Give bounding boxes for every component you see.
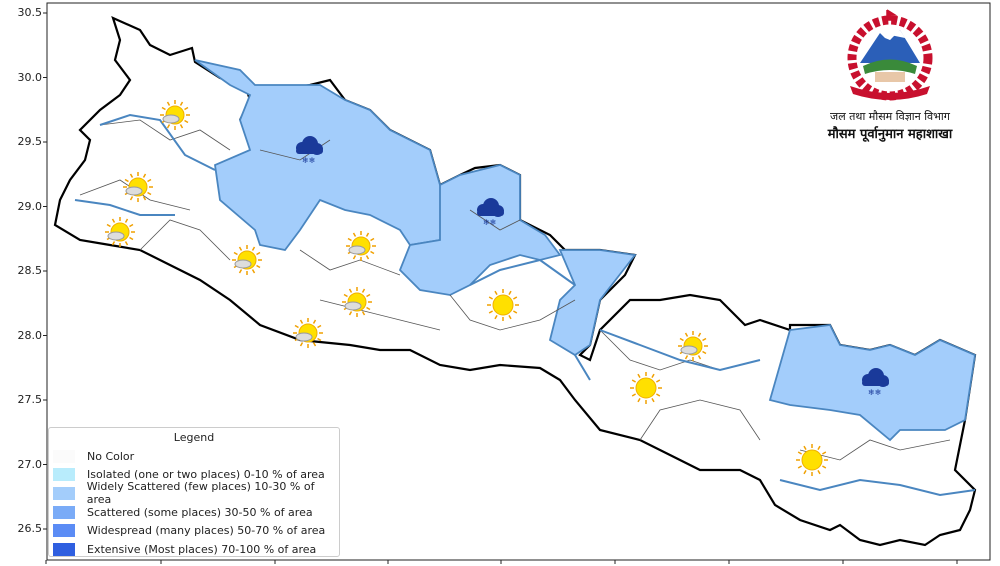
snow-cloud-icon: ❄❄	[296, 136, 323, 165]
legend-label: Scattered (some places) 30-50 % of area	[87, 505, 313, 519]
legend-label: Widely Scattered (few places) 10-30 % of…	[86, 480, 315, 507]
department-name: जल तथा मौसम विज्ञान विभाग	[830, 110, 950, 123]
partly-cloudy-icon	[123, 172, 153, 202]
sunny-icon	[630, 372, 662, 404]
partly-cloudy-icon	[105, 217, 135, 247]
legend-label: No Color	[87, 449, 135, 463]
partly-cloudy-icon	[160, 100, 190, 130]
dhm-logo: जल तथा मौसम विज्ञान विभाग मौसम पूर्वानुम…	[805, 8, 975, 142]
partly-cloudy-icon	[293, 318, 323, 348]
region-central	[398, 164, 562, 296]
nepal-emblem-icon	[847, 9, 933, 101]
y-tick-label: 26.5	[17, 522, 43, 535]
legend-swatch	[53, 524, 75, 538]
svg-text:❄❄: ❄❄	[483, 218, 496, 227]
partly-cloudy-icon	[342, 287, 372, 317]
legend: Legend No Color Isolated (one or two plac…	[48, 427, 340, 557]
province-borders	[74, 113, 976, 497]
partly-cloudy-icon	[678, 331, 708, 361]
y-tick-label: 27.5	[17, 393, 43, 406]
y-tick-label: 28.5	[17, 264, 43, 277]
legend-item: Extensive (Most places) 70-100 % of area	[49, 540, 339, 559]
snow-cloud-icon: ❄❄	[862, 368, 889, 397]
legend-swatch	[53, 542, 75, 556]
legend-label: Widespread (many places) 50-70 % of area	[87, 524, 326, 538]
region-west	[194, 59, 451, 251]
legend-swatch	[53, 468, 75, 482]
widely-scattered-regions	[194, 59, 976, 442]
svg-text:❄❄: ❄❄	[868, 388, 881, 397]
legend-swatch	[53, 486, 75, 500]
svg-text:❄❄: ❄❄	[302, 156, 315, 165]
x-axis-ticks	[45, 560, 958, 564]
legend-item: Scattered (some places) 30-50 % of area	[49, 503, 339, 522]
y-tick-label: 30.5	[17, 6, 43, 19]
legend-swatch	[53, 505, 75, 519]
snow-cloud-icon: ❄❄	[477, 198, 504, 227]
legend-title: Legend	[173, 431, 215, 444]
partly-cloudy-icon	[232, 245, 262, 275]
sunny-icon	[487, 289, 519, 321]
y-tick-label: 29.5	[17, 135, 43, 148]
partly-cloudy-icon	[346, 231, 376, 261]
legend-label: Isolated (one or two places) 0-10 % of a…	[87, 468, 325, 482]
legend-item: Isolated (one or two places) 0-10 % of a…	[49, 466, 339, 485]
legend-item: No Color	[49, 447, 339, 466]
division-name: मौसम पूर्वानुमान महाशाखा	[827, 127, 953, 142]
y-tick-label: 29.0	[17, 199, 43, 213]
legend-item: Widespread (many places) 50-70 % of area	[49, 521, 339, 540]
region-central-east	[548, 249, 637, 357]
y-axis-ticks	[43, 12, 47, 530]
legend-item: Widely Scattered (few places) 10-30 % of…	[49, 480, 339, 506]
legend-swatch	[53, 449, 75, 463]
y-tick-label: 30.0	[17, 70, 43, 84]
y-tick-label: 28.0	[17, 328, 43, 342]
y-tick-label: 27.0	[17, 457, 43, 471]
legend-label: Extensive (Most places) 70-100 % of area	[87, 542, 317, 556]
sunny-icon	[796, 444, 828, 476]
